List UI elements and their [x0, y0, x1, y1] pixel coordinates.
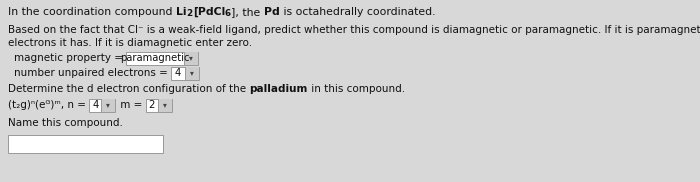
- Text: ], the: ], the: [231, 7, 264, 17]
- Text: Li: Li: [176, 7, 186, 17]
- Text: Based on the fact that Cl⁻ is a weak-field ligand, predict whether this compound: Based on the fact that Cl⁻ is a weak-fie…: [8, 25, 700, 35]
- Text: [PdCl: [PdCl: [193, 7, 225, 17]
- Text: 2: 2: [148, 100, 155, 110]
- Text: paramagnetic: paramagnetic: [120, 53, 190, 63]
- Bar: [146, 98, 172, 112]
- Bar: [185, 66, 199, 80]
- Text: electrons it has. If it is diamagnetic enter zero.: electrons it has. If it is diamagnetic e…: [8, 38, 252, 48]
- Text: ▾: ▾: [190, 68, 194, 78]
- Text: number unpaired electrons =: number unpaired electrons =: [14, 68, 171, 78]
- Text: 4: 4: [92, 100, 99, 110]
- Text: is octahedrally coordinated.: is octahedrally coordinated.: [279, 7, 435, 17]
- Bar: [171, 66, 199, 80]
- Text: In the coordination compound: In the coordination compound: [8, 7, 176, 17]
- Text: magnetic property =: magnetic property =: [14, 53, 126, 63]
- Text: 6: 6: [225, 9, 231, 19]
- Text: Name this compound.: Name this compound.: [8, 118, 123, 128]
- Text: 2: 2: [186, 9, 193, 19]
- Bar: [90, 98, 116, 112]
- Text: Pd: Pd: [264, 7, 279, 17]
- Bar: [158, 98, 172, 112]
- Text: in this compound.: in this compound.: [308, 84, 405, 94]
- Text: 4: 4: [175, 68, 181, 78]
- Text: m =: m =: [118, 100, 146, 110]
- Bar: [184, 52, 198, 64]
- Bar: [8, 135, 163, 153]
- Bar: [126, 52, 198, 64]
- Bar: [102, 98, 116, 112]
- Text: ▾: ▾: [106, 100, 110, 110]
- Text: ▾: ▾: [189, 54, 193, 62]
- Text: ▾: ▾: [163, 100, 167, 110]
- Text: palladium: palladium: [249, 84, 308, 94]
- Text: (t₂g)ⁿ(eᴳ)ᵐ, n =: (t₂g)ⁿ(eᴳ)ᵐ, n =: [8, 100, 90, 110]
- Text: Determine the d electron configuration of the: Determine the d electron configuration o…: [8, 84, 249, 94]
